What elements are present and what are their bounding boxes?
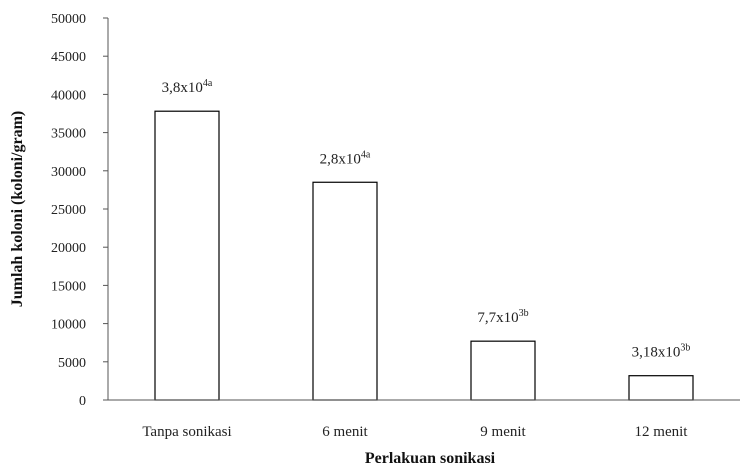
x-category-label: 12 menit bbox=[635, 424, 689, 440]
y-tick-label: 10000 bbox=[51, 318, 86, 333]
y-tick-label: 40000 bbox=[51, 88, 86, 103]
bar-data-label: 7,7x103b bbox=[477, 308, 528, 326]
bar-data-label: 2,8x104a bbox=[320, 149, 371, 167]
y-tick-label: 15000 bbox=[51, 279, 86, 294]
y-axis-title: Jumlah koloni (koloni/gram) bbox=[9, 111, 26, 307]
x-axis-category-labels: Tanpa sonikasi 6 menit 9 menit 12 menit bbox=[142, 424, 688, 440]
x-category-label: 6 menit bbox=[322, 424, 368, 440]
y-tick-label: 30000 bbox=[51, 165, 86, 180]
y-tick-label: 20000 bbox=[51, 241, 86, 256]
bar-data-label: 3,18x103b bbox=[632, 343, 691, 361]
y-axis-ticks: 0 5000 10000 15000 20000 25000 30000 35000 40000… bbox=[51, 12, 108, 409]
bar bbox=[313, 182, 377, 400]
y-tick-label: 0 bbox=[79, 394, 86, 409]
y-tick-label: 35000 bbox=[51, 127, 86, 142]
bars-group bbox=[155, 111, 693, 400]
bar bbox=[471, 341, 535, 400]
bar bbox=[155, 111, 219, 400]
y-tick-label: 25000 bbox=[51, 203, 86, 218]
x-category-label: 9 menit bbox=[480, 424, 526, 440]
y-tick-label: 5000 bbox=[58, 356, 86, 371]
x-axis-title: Perlakuan sonikasi bbox=[365, 450, 496, 467]
bar-data-label: 3,8x104a bbox=[162, 78, 213, 96]
bar bbox=[629, 376, 693, 400]
y-tick-label: 50000 bbox=[51, 12, 86, 27]
data-labels-group: 3,8x104a 2,8x104a 7,7x103b 3,18x103b bbox=[162, 78, 691, 360]
x-category-label: Tanpa sonikasi bbox=[142, 424, 231, 440]
y-tick-label: 45000 bbox=[51, 50, 86, 65]
